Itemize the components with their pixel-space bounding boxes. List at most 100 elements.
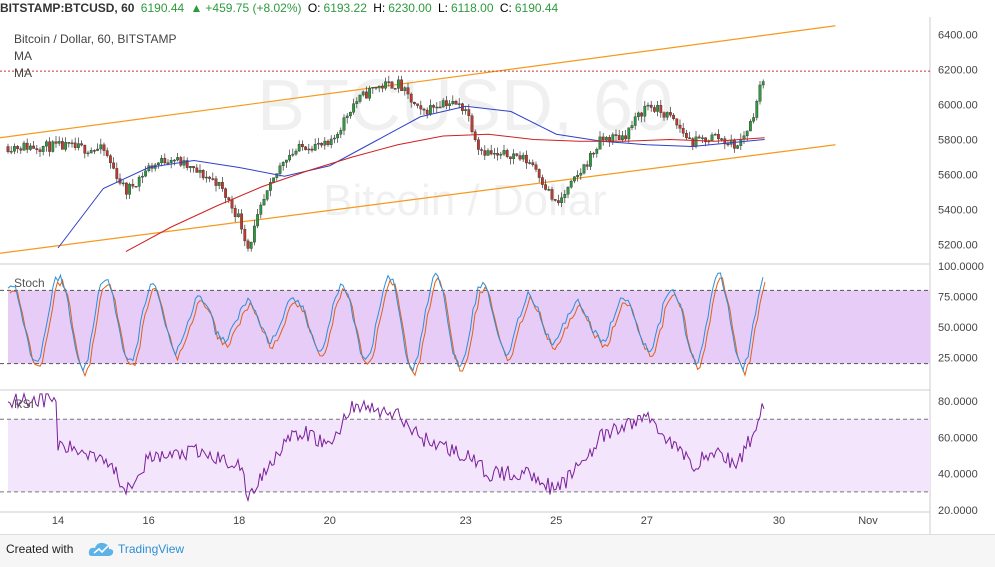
candle-body — [441, 100, 445, 108]
candle-body — [701, 137, 704, 139]
candle-body — [480, 149, 483, 151]
candle-body — [761, 81, 765, 86]
candle-body — [477, 139, 480, 150]
candle-body — [204, 176, 208, 179]
candle-body — [259, 204, 263, 215]
candle-body — [633, 116, 637, 126]
x-tick-label: Nov — [858, 515, 878, 527]
candle-body — [425, 109, 429, 115]
open-value: 6193.22 — [323, 1, 367, 15]
stoch-tick-label: 25.0000 — [938, 353, 978, 365]
candle-body — [243, 228, 247, 242]
candle-body — [621, 135, 624, 141]
candle-body — [432, 105, 435, 108]
candle-body — [368, 87, 371, 99]
candle-body — [697, 136, 701, 139]
candle-body — [553, 199, 557, 201]
candle-body — [252, 225, 256, 243]
candle-body — [585, 164, 589, 167]
candle-body — [96, 148, 100, 151]
candle-body — [560, 197, 564, 203]
candle-body — [301, 144, 304, 148]
candle-body — [688, 137, 692, 139]
candle-body — [723, 138, 727, 145]
candle-body — [9, 151, 13, 153]
rsi-tick-label: 80.0000 — [938, 396, 978, 408]
candle-body — [29, 145, 32, 150]
candle-body — [569, 180, 573, 188]
candle-body — [496, 153, 499, 156]
candle-body — [115, 168, 119, 179]
candle-body — [403, 87, 407, 92]
candle-body — [419, 105, 423, 110]
candle-body — [172, 159, 176, 162]
candle-body — [749, 121, 752, 132]
candle-body — [592, 152, 596, 155]
candle-body — [515, 153, 519, 156]
candle-body — [51, 141, 55, 152]
candle-body — [233, 208, 237, 217]
tradingview-link[interactable]: TradingView — [118, 542, 185, 556]
up-arrow-icon: ▲ — [190, 1, 203, 15]
chart-canvas[interactable]: BTCUSD, 60 Bitcoin / Dollar 6400.006200.… — [0, 0, 995, 534]
close-value: 6190.44 — [514, 1, 559, 15]
candle-body — [755, 101, 759, 118]
candle-body — [112, 162, 116, 169]
candle-body — [467, 109, 471, 116]
candle-body — [285, 159, 288, 163]
candle-body — [25, 142, 29, 150]
candle-body — [710, 134, 714, 141]
candle-body — [92, 150, 96, 152]
candle-body — [294, 150, 298, 155]
x-tick-label: 23 — [460, 515, 472, 527]
candle-body — [185, 160, 189, 168]
stoch-title: Stoch — [14, 276, 45, 290]
candle-body — [595, 149, 599, 154]
candle-body — [214, 178, 218, 186]
candle-body — [445, 100, 448, 106]
price-tick-label: 6000.00 — [938, 100, 978, 112]
candle-body — [518, 155, 522, 160]
candle-body — [70, 142, 74, 145]
candle-body — [64, 142, 68, 150]
candle-body — [345, 115, 349, 118]
candle-body — [67, 142, 71, 144]
candle-body — [35, 148, 39, 150]
candle-body — [464, 109, 467, 111]
candle-body — [16, 146, 19, 149]
candle-body — [509, 156, 512, 159]
candle-body — [304, 146, 307, 150]
candle-body — [83, 144, 87, 154]
candle-body — [659, 105, 663, 113]
candle-body — [297, 144, 301, 152]
candle-body — [505, 150, 509, 157]
candle-body — [160, 157, 163, 164]
candle-body — [329, 138, 333, 145]
price-change: +459.75 (+8.02%) — [205, 1, 302, 15]
candle-body — [473, 131, 477, 140]
candle-body — [448, 103, 451, 106]
candle-body — [19, 148, 23, 151]
candle-body — [454, 101, 458, 105]
candle-body — [627, 127, 631, 140]
x-tick-label: 14 — [52, 515, 64, 527]
candle-body — [61, 141, 64, 150]
channel-lower-line — [0, 144, 836, 254]
candle-body — [211, 178, 215, 180]
candle-body — [512, 153, 516, 159]
candle-body — [563, 194, 567, 198]
candle-body — [422, 108, 426, 111]
candle-body — [278, 165, 282, 174]
candle-body — [198, 170, 202, 173]
candle-body — [256, 214, 259, 227]
candle-body — [573, 176, 576, 182]
price-tick-label: 5200.00 — [938, 240, 978, 252]
candle-body — [163, 157, 167, 164]
ma-legend-1: MA — [14, 49, 32, 63]
candle-body — [531, 162, 535, 165]
candle-body — [240, 213, 243, 230]
candle-body — [739, 139, 743, 146]
candle-body — [653, 107, 656, 112]
stoch-k-line — [7, 272, 764, 373]
candle-body — [691, 138, 695, 147]
